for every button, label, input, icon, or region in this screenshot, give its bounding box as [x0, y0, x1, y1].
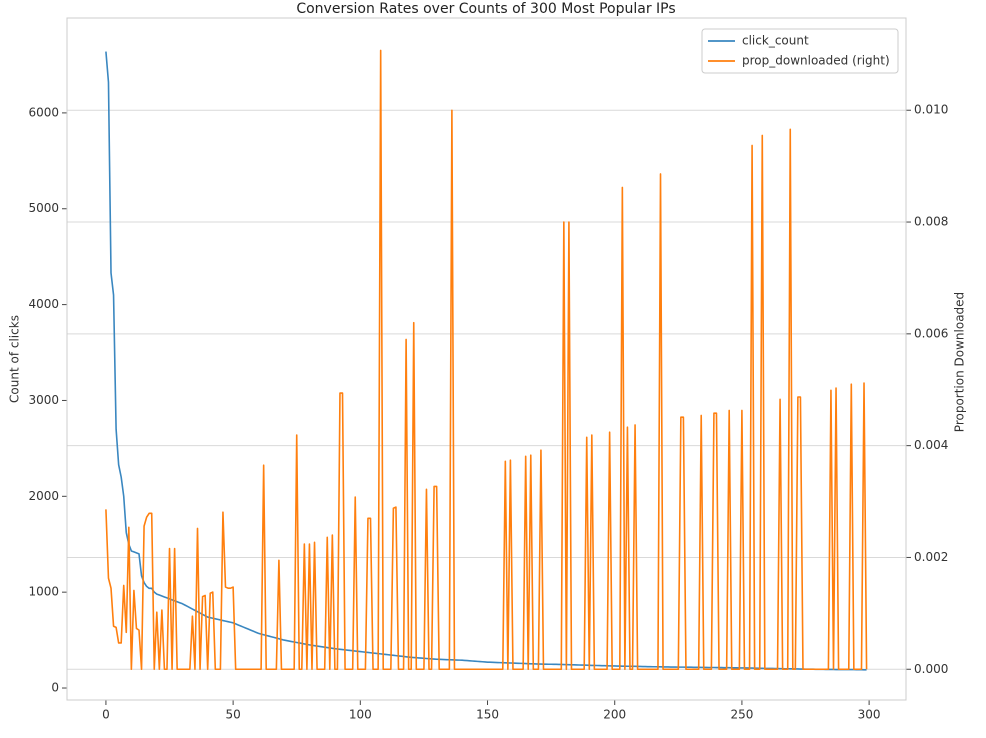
- y2-tick-label: 0.002: [914, 550, 948, 564]
- x-tick-label: 0: [102, 708, 110, 722]
- y-tick-label: 6000: [28, 105, 59, 119]
- y2-tick-label: 0.010: [914, 103, 948, 117]
- y-tick-label: 1000: [28, 585, 59, 599]
- y-tick-label: 4000: [28, 297, 59, 311]
- y-tick-label: 0: [51, 681, 59, 695]
- legend-box: [701, 28, 899, 74]
- x-tick-label: 150: [476, 708, 499, 722]
- x-tick-label: 250: [730, 708, 753, 722]
- chart-title: Conversion Rates over Counts of 300 Most…: [296, 1, 675, 17]
- series-line: [105, 49, 868, 671]
- y2-axis-label: Proportion Downloaded: [953, 292, 967, 432]
- y-axis-label: Count of clicks: [8, 315, 22, 403]
- y-tick-label: 3000: [28, 393, 59, 407]
- plot-frame: [66, 17, 907, 701]
- y-tick-label: 2000: [28, 489, 59, 503]
- legend-label: click_count: [742, 34, 809, 48]
- y2-tick-label: 0.004: [914, 438, 948, 452]
- x-tick-label: 200: [603, 708, 626, 722]
- y2-tick-label: 0.006: [914, 326, 948, 340]
- x-tick-label: 300: [858, 708, 881, 722]
- y2-tick-label: 0.008: [914, 215, 948, 229]
- legend-label: prop_downloaded (right): [742, 54, 890, 68]
- y-tick-label: 5000: [28, 201, 59, 215]
- y2-tick-label: 0.000: [914, 662, 948, 676]
- x-tick-label: 100: [349, 708, 372, 722]
- x-tick-label: 50: [225, 708, 240, 722]
